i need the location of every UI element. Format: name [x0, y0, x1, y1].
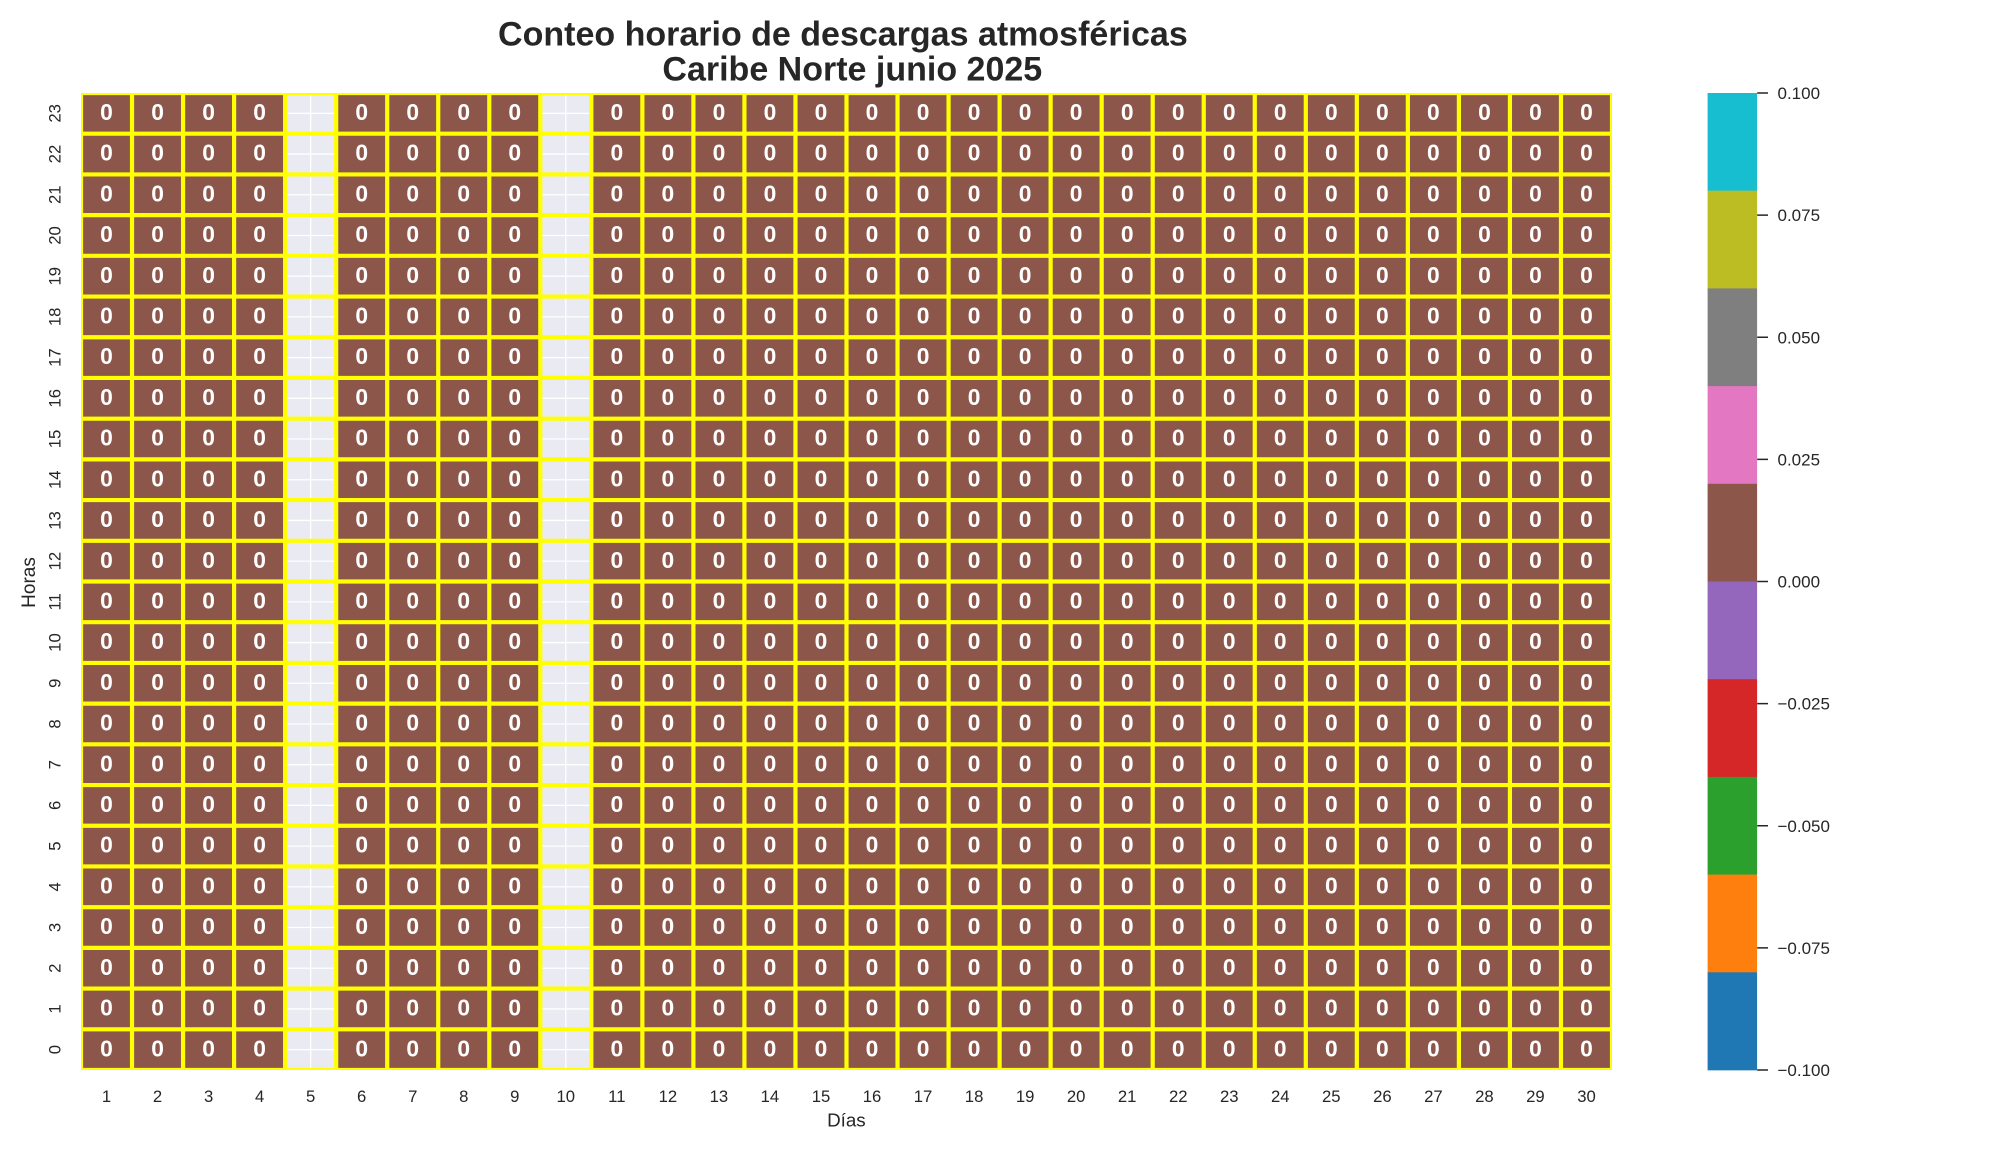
svg-text:22: 22 [45, 145, 64, 164]
svg-text:2: 2 [45, 964, 64, 973]
svg-text:7: 7 [45, 760, 64, 769]
svg-text:9: 9 [45, 679, 64, 688]
svg-text:−0.050: −0.050 [1778, 817, 1830, 836]
svg-text:Horas: Horas [19, 557, 40, 608]
svg-text:0: 0 [45, 1045, 64, 1054]
svg-text:Caribe Norte junio 2025: Caribe Norte junio 2025 [662, 51, 1042, 89]
svg-text:0.025: 0.025 [1778, 450, 1821, 469]
svg-text:23: 23 [45, 104, 64, 123]
svg-text:13: 13 [45, 511, 64, 530]
svg-text:14: 14 [45, 470, 64, 489]
svg-text:16: 16 [45, 389, 64, 408]
svg-text:Días: Días [827, 1110, 866, 1131]
svg-text:20: 20 [45, 226, 64, 245]
svg-text:4: 4 [45, 882, 64, 891]
svg-text:6: 6 [45, 801, 64, 810]
svg-text:8: 8 [45, 719, 64, 728]
svg-text:10: 10 [45, 633, 64, 652]
svg-text:−0.025: −0.025 [1778, 695, 1830, 714]
svg-text:3: 3 [45, 923, 64, 932]
svg-text:5: 5 [45, 841, 64, 850]
svg-text:15: 15 [45, 430, 64, 449]
svg-text:1: 1 [45, 1004, 64, 1013]
svg-text:0.075: 0.075 [1778, 206, 1821, 225]
svg-text:18: 18 [45, 308, 64, 327]
svg-text:12: 12 [45, 552, 64, 571]
svg-text:−0.100: −0.100 [1778, 1061, 1830, 1080]
svg-text:19: 19 [45, 267, 64, 286]
svg-text:0.100: 0.100 [1778, 84, 1821, 103]
svg-text:Conteo horario de descargas at: Conteo horario de descargas atmosféricas [498, 15, 1188, 53]
svg-text:0.000: 0.000 [1778, 573, 1821, 592]
svg-text:−0.075: −0.075 [1778, 939, 1830, 958]
svg-text:11: 11 [45, 593, 64, 610]
svg-text:17: 17 [45, 348, 64, 367]
svg-text:0.050: 0.050 [1778, 328, 1821, 347]
svg-text:21: 21 [45, 185, 64, 204]
